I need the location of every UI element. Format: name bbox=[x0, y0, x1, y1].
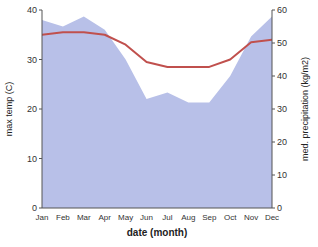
x-tick-label: Oct bbox=[224, 213, 237, 222]
y-tick-label: 20 bbox=[27, 104, 37, 114]
y-axis-label: max temp (C) bbox=[4, 82, 14, 137]
x-axis-line bbox=[42, 208, 272, 209]
x-tick-label: Jan bbox=[36, 213, 49, 222]
x-tick-label: Apr bbox=[99, 213, 112, 222]
x-tick-label: Nov bbox=[244, 213, 258, 222]
x-tick-label: May bbox=[118, 213, 133, 222]
y2-tick-label: 30 bbox=[277, 104, 287, 114]
axes: 0 10 20 30 40 0 10 20 30 40 50 60 Jan Feb Mar Apr May Jun… bbox=[27, 5, 287, 222]
y2-tick bbox=[272, 142, 275, 143]
line bbox=[42, 32, 272, 67]
x-tick-label: Feb bbox=[56, 213, 70, 222]
x-tick-label: Dec bbox=[265, 213, 279, 222]
y2-tick bbox=[272, 109, 275, 110]
area bbox=[42, 17, 272, 208]
x-tick-label: Aug bbox=[181, 213, 195, 222]
x-axis-label: date (month) bbox=[127, 227, 188, 238]
y-tick bbox=[39, 158, 42, 159]
x-tick-label: Jul bbox=[162, 213, 172, 222]
y-tick-label: 10 bbox=[27, 154, 37, 164]
y2-tick-label: 50 bbox=[277, 38, 287, 48]
chart-svg: 0 10 20 30 40 0 10 20 30 40 50 60 Jan Feb Mar Apr May Jun… bbox=[0, 0, 318, 247]
y-tick-label: 40 bbox=[27, 5, 37, 15]
y2-tick bbox=[272, 208, 275, 209]
y-tick bbox=[39, 208, 42, 209]
x-tick-label: Jun bbox=[140, 213, 153, 222]
y2-tick-label: 20 bbox=[277, 137, 287, 147]
y2-tick-label: 40 bbox=[277, 71, 287, 81]
y2-tick bbox=[272, 43, 275, 44]
y2-tick bbox=[272, 76, 275, 77]
y-tick-label: 30 bbox=[27, 55, 37, 65]
y-tick bbox=[39, 109, 42, 110]
y2-tick-label: 0 bbox=[277, 203, 282, 213]
x-tick-label: Mar bbox=[77, 213, 91, 222]
y-tick bbox=[39, 59, 42, 60]
y2-tick-label: 10 bbox=[277, 170, 287, 180]
y-tick bbox=[39, 10, 42, 11]
x-tick-label: Sep bbox=[202, 213, 217, 222]
y2-axis-label: med. precipitation (kg/m2) bbox=[300, 57, 310, 161]
y2-tick bbox=[272, 175, 275, 176]
y2-tick bbox=[272, 10, 275, 11]
y-tick-label: 0 bbox=[32, 203, 37, 213]
plot-area bbox=[42, 17, 272, 208]
chart-container: 0 10 20 30 40 0 10 20 30 40 50 60 Jan Feb Mar Apr May Jun… bbox=[0, 0, 318, 247]
y2-tick-label: 60 bbox=[277, 5, 287, 15]
page: {"chart_data": {"type": "line", "xlabel"… bbox=[0, 0, 318, 247]
